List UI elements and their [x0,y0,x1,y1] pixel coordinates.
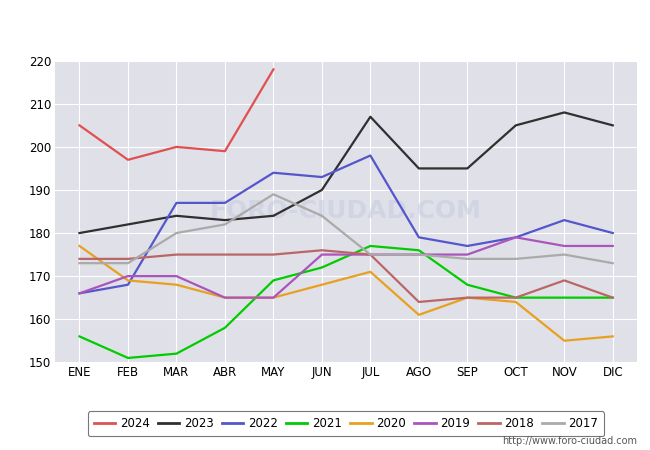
Text: FORO-CIUDAD.COM: FORO-CIUDAD.COM [210,199,482,224]
Text: Afiliados en Monzón de Campos a 31/5/2024: Afiliados en Monzón de Campos a 31/5/202… [140,17,510,35]
Text: http://www.foro-ciudad.com: http://www.foro-ciudad.com [502,436,637,446]
Legend: 2024, 2023, 2022, 2021, 2020, 2019, 2018, 2017: 2024, 2023, 2022, 2021, 2020, 2019, 2018… [88,411,604,436]
